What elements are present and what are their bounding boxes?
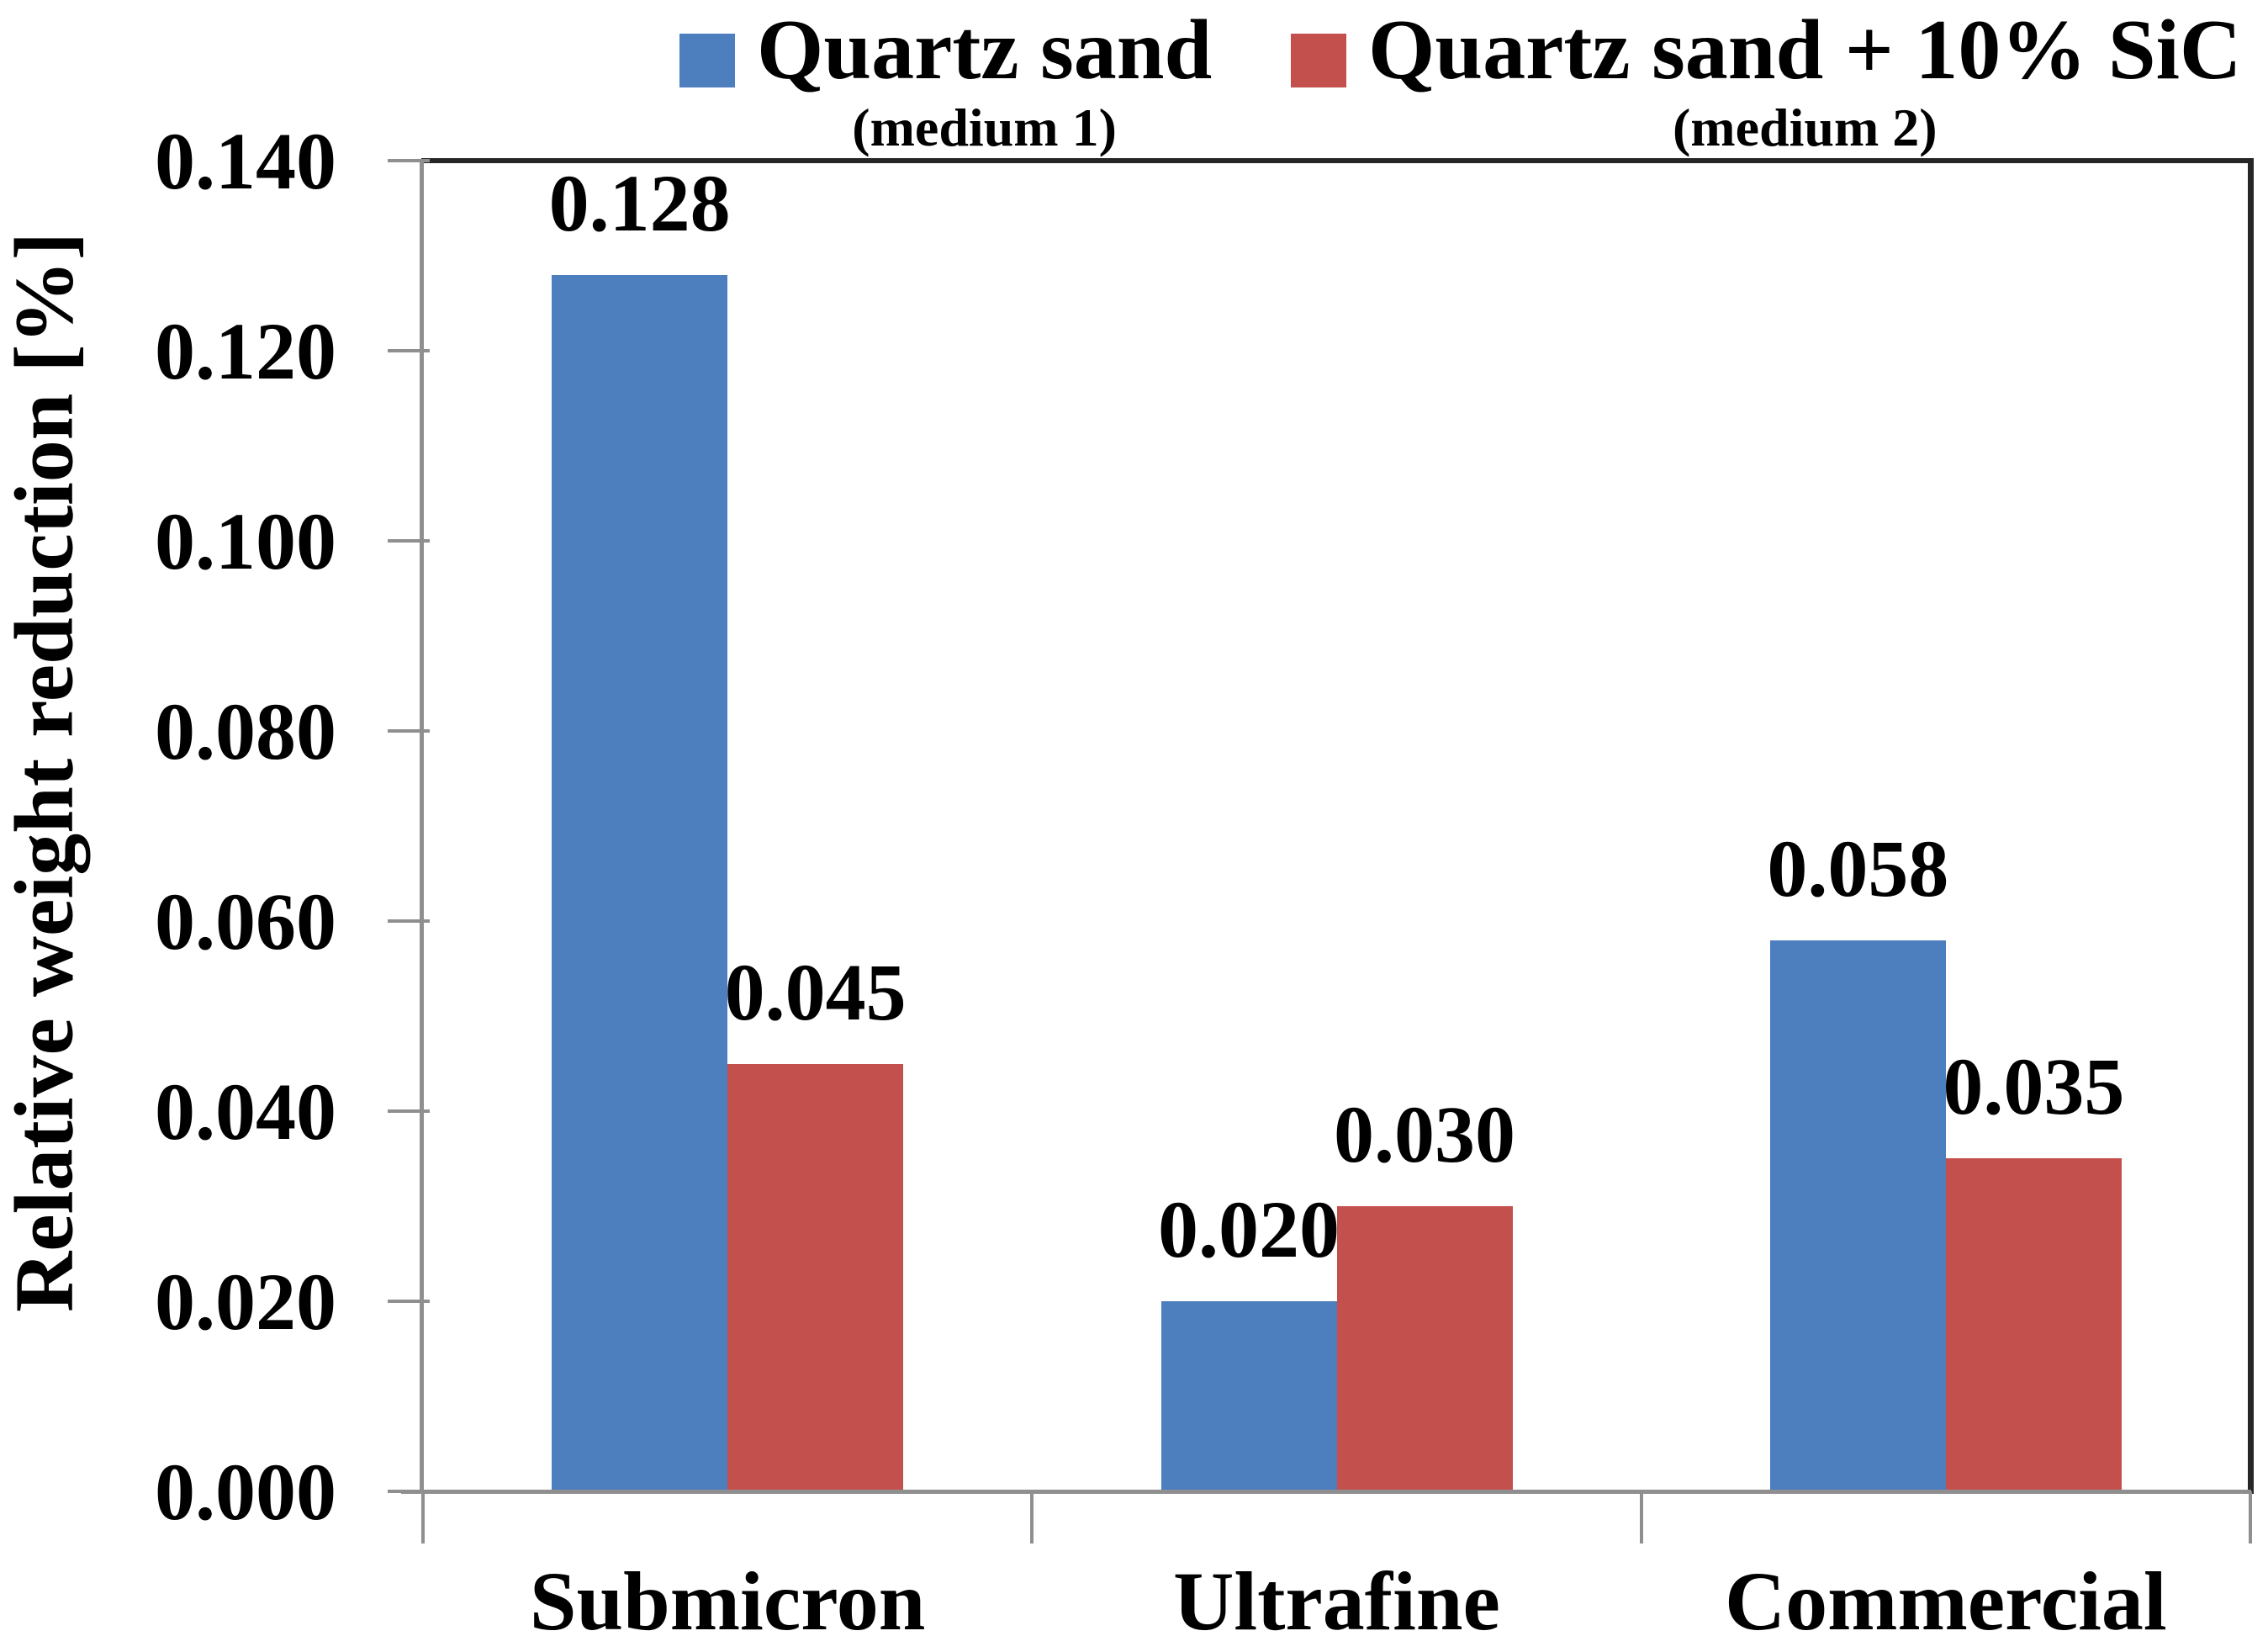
bar-submicron-red (727, 1064, 904, 1491)
legend-swatch-blue-icon (679, 34, 735, 87)
bar-value-label: 0.035 (1943, 1041, 2125, 1131)
plot-area: 0.140 0.120 0.100 0.080 0.060 0.040 0.020 0.000… (155, 116, 2254, 1648)
y-tick-mark (388, 159, 430, 162)
y-tick-mark (388, 539, 430, 543)
legend-series-medium: (medium 2) (1672, 98, 1938, 158)
x-category-label: Commercial (1724, 1554, 2167, 1648)
y-tick-label: 0.100 (155, 495, 336, 586)
bar-commercial-red (1945, 1158, 2122, 1491)
y-tick-mark (388, 1300, 430, 1303)
bar-value-label: 0.030 (1334, 1089, 1515, 1179)
x-category-label: Ultrafine (1173, 1554, 1500, 1648)
bar-ultrafine-red (1336, 1206, 1513, 1491)
bar-value-label: 0.128 (548, 158, 731, 248)
y-tick-label: 0.120 (155, 305, 336, 396)
y-tick-label: 0.000 (155, 1446, 336, 1537)
x-tick-mark (1030, 1491, 1034, 1543)
legend-text-medium-2: Quartz sand + 10% SiC (medium 2) (1368, 3, 2242, 158)
bar-value-label: 0.020 (1158, 1184, 1340, 1274)
y-tick-label: 0.020 (155, 1256, 336, 1347)
x-tick-mark (2249, 1491, 2252, 1543)
x-axis-line (401, 1490, 2251, 1494)
legend-swatch-red-icon (1291, 34, 1346, 87)
legend-text-medium-1: Quartz sand (medium 1) (757, 3, 1213, 158)
x-tick-mark (421, 1491, 425, 1543)
legend-series-name: Quartz sand + 10% SiC (1368, 3, 2242, 98)
bar-ultrafine-blue (1160, 1301, 1337, 1491)
legend-item-medium-1: Quartz sand (medium 1) (679, 3, 1213, 158)
y-tick-mark (388, 349, 430, 352)
y-tick-mark (388, 919, 430, 923)
x-tick-mark (1639, 1491, 1643, 1543)
bar-value-label: 0.045 (724, 947, 907, 1037)
plot-border-top (421, 158, 2254, 163)
y-axis-line (420, 161, 424, 1493)
bar-submicron-blue (552, 275, 728, 1491)
y-tick-label: 0.140 (155, 115, 336, 206)
y-axis-title: Relative weight reduction [%] (0, 231, 91, 1313)
bar-commercial-blue (1769, 940, 1946, 1491)
y-tick-mark (388, 729, 430, 733)
plot-border-right (2248, 158, 2254, 1494)
y-tick-label: 0.040 (155, 1066, 336, 1157)
y-tick-label: 0.080 (155, 686, 336, 776)
legend-series-name: Quartz sand (757, 3, 1213, 98)
x-category-label: Submicron (529, 1554, 926, 1648)
legend-item-medium-2: Quartz sand + 10% SiC (medium 2) (1291, 3, 2242, 158)
legend-series-medium: (medium 1) (852, 98, 1117, 158)
bar-value-label: 0.058 (1767, 823, 1949, 913)
y-tick-mark (388, 1109, 430, 1113)
y-tick-label: 0.060 (155, 876, 336, 966)
